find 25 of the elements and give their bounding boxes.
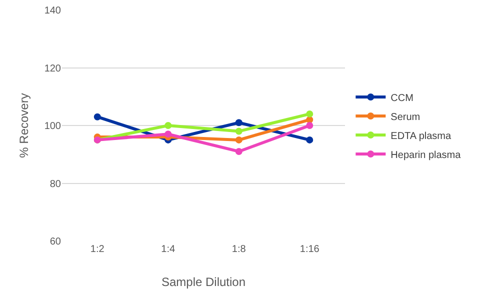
point	[306, 122, 314, 129]
point	[235, 136, 242, 144]
y-tick-label: 120	[44, 63, 62, 74]
x-axis-title: Sample Dilution	[161, 275, 246, 289]
legend-label: EDTA plasma	[390, 130, 452, 142]
point	[235, 119, 242, 126]
point	[164, 122, 172, 129]
legend-label: Serum	[390, 112, 420, 123]
x-tick-label: 1:16	[300, 244, 320, 255]
y-tick-label: 140	[44, 6, 62, 16]
legend-label: Heparin plasma	[390, 150, 462, 161]
point	[306, 110, 314, 118]
y-tick-label: 80	[50, 178, 62, 190]
y-tick-label: 100	[44, 121, 62, 132]
x-tick-label: 1:4	[161, 244, 176, 255]
x-tick-label: 1:8	[232, 244, 246, 255]
legend-label: CCM	[390, 92, 414, 104]
point	[306, 136, 314, 144]
point	[235, 128, 242, 135]
y-axis-title: % Recovery	[17, 93, 31, 158]
y-tick-label: 60	[50, 236, 62, 248]
x-tick-label: 1:2	[90, 244, 105, 255]
point	[164, 130, 172, 138]
point	[94, 113, 101, 120]
point	[235, 148, 242, 155]
